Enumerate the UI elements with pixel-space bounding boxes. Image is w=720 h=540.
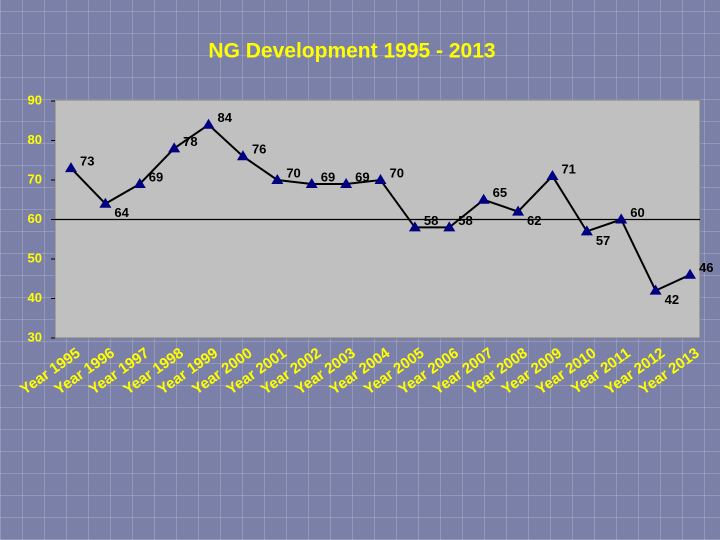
- y-tick-label: 90: [28, 92, 42, 107]
- data-label: 58: [424, 213, 438, 228]
- marker: [305, 177, 318, 188]
- marker: [477, 193, 490, 204]
- marker: [65, 162, 77, 173]
- data-label: 69: [149, 169, 163, 184]
- marker: [649, 284, 662, 295]
- data-label: 46: [699, 260, 713, 275]
- y-tick-label: 50: [28, 250, 42, 265]
- marker: [580, 225, 593, 236]
- marker: [202, 118, 215, 129]
- data-label: 76: [252, 142, 266, 157]
- chart-title: NG Development 1995 - 2013: [208, 40, 495, 63]
- data-label: 78: [183, 134, 197, 149]
- data-label: 60: [630, 205, 644, 220]
- marker: [546, 170, 559, 181]
- marker: [99, 197, 112, 208]
- marker: [615, 213, 628, 224]
- marker: [133, 177, 146, 188]
- marker: [168, 142, 181, 153]
- y-tick-label: 70: [28, 171, 42, 186]
- y-tick-label: 30: [28, 329, 42, 344]
- data-label: 58: [458, 213, 472, 228]
- data-label: 71: [561, 161, 575, 176]
- data-label: 57: [596, 233, 610, 248]
- data-label: 42: [665, 292, 679, 307]
- marker: [443, 221, 456, 232]
- y-tick-label: 80: [28, 132, 42, 147]
- data-label: 69: [321, 169, 335, 184]
- marker: [684, 268, 696, 279]
- y-tick-label: 40: [28, 290, 42, 305]
- data-label: 65: [493, 185, 507, 200]
- data-label: 64: [114, 205, 129, 220]
- data-label: 84: [218, 110, 233, 125]
- data-label: 62: [527, 213, 541, 228]
- marker: [512, 205, 525, 216]
- data-label: 73: [80, 154, 94, 169]
- marker: [271, 174, 284, 184]
- data-label: 70: [390, 165, 404, 180]
- marker: [340, 177, 353, 188]
- data-label: 69: [355, 169, 369, 184]
- marker: [236, 150, 249, 161]
- data-label: 70: [286, 165, 300, 180]
- marker: [374, 174, 387, 184]
- y-tick-label: 60: [28, 211, 42, 226]
- marker: [408, 221, 421, 232]
